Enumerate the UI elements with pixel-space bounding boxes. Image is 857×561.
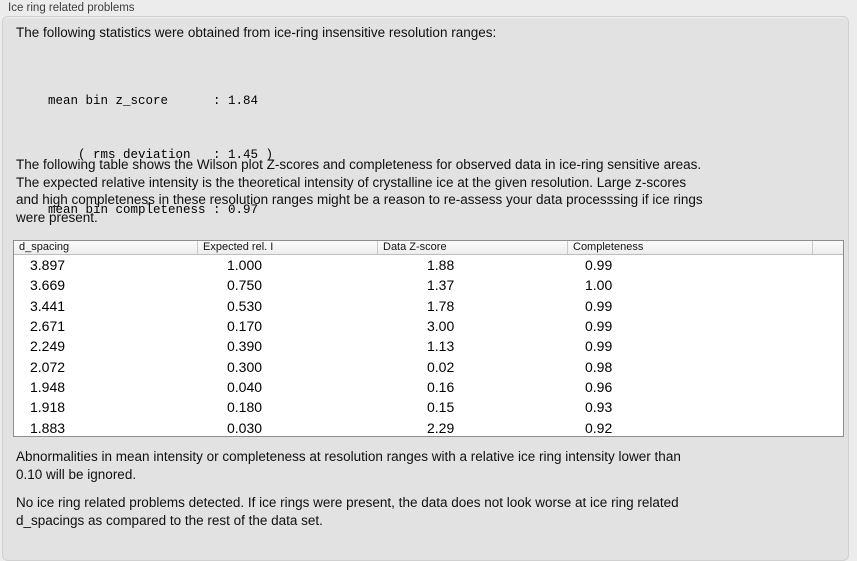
column-header-data-z-score[interactable]: Data Z-score — [378, 241, 568, 254]
text-line: The following table shows the Wilson plo… — [16, 157, 702, 172]
table-row[interactable]: 3.441 0.530 1.78 0.99 — [14, 296, 843, 316]
cell-data-z-score: 1.78 — [427, 297, 455, 314]
cell-expected-rel-i: 0.750 — [227, 277, 263, 294]
cell-data-z-score: 0.02 — [427, 358, 455, 375]
cell-d-spacing: 3.897 — [30, 257, 66, 273]
column-header-expected-rel-i[interactable]: Expected rel. I — [198, 241, 378, 254]
cell-data-z-score: 0.15 — [427, 399, 455, 416]
text-line: 0.10 will be ignored. — [16, 466, 137, 482]
cell-data-z-score: 3.00 — [427, 317, 455, 334]
table-row[interactable]: 1.948 0.040 0.16 0.96 — [14, 377, 843, 397]
text-line: were present. — [16, 209, 98, 225]
cell-d-spacing: 3.669 — [30, 277, 66, 294]
column-header-completeness[interactable]: Completeness — [568, 241, 813, 254]
intro-text: The following statistics were obtained f… — [16, 25, 497, 40]
cell-data-z-score: 1.37 — [427, 277, 455, 294]
cell-completeness: 1.00 — [585, 277, 613, 294]
cell-d-spacing: 3.441 — [30, 297, 66, 314]
cell-d-spacing: 1.948 — [30, 378, 66, 395]
cell-completeness: 0.92 — [585, 419, 613, 436]
cell-completeness: 0.98 — [585, 358, 613, 375]
ice-ring-table: d_spacing Expected rel. I Data Z-score C… — [13, 240, 844, 437]
cell-data-z-score: 1.13 — [427, 338, 455, 355]
table-row[interactable]: 3.897 1.000 1.88 0.99 — [14, 255, 843, 275]
stat-mean-bin-z-score: mean bin z_score : 1.84 — [48, 93, 259, 108]
text-line: Abnormalities in mean intensity or compl… — [16, 449, 681, 464]
table-body: 3.897 1.000 1.88 0.99 3.669 0.750 1.37 1.00 3.44… — [14, 255, 843, 438]
cell-d-spacing: 2.249 — [30, 338, 66, 355]
cell-expected-rel-i: 0.170 — [227, 317, 263, 334]
cell-completeness: 0.93 — [585, 399, 613, 416]
cell-expected-rel-i: 0.300 — [227, 358, 263, 375]
stat-z-score-rms-deviation: ( rms deviation : 1.45 ) — [48, 148, 274, 163]
cell-d-spacing: 2.072 — [30, 358, 66, 375]
conclusion-text: No ice ring related problems detected. I… — [16, 494, 679, 529]
column-header-filler — [813, 241, 843, 254]
table-row[interactable]: 2.249 0.390 1.13 0.99 — [14, 336, 843, 356]
cell-completeness: 0.99 — [585, 338, 613, 355]
cell-d-spacing: 2.671 — [30, 317, 66, 334]
cell-expected-rel-i: 0.030 — [227, 419, 263, 436]
section-title: Ice ring related problems — [8, 2, 135, 14]
text-line: No ice ring related problems detected. I… — [16, 495, 679, 510]
text-line: and high completeness in these resolutio… — [16, 192, 703, 207]
abnormality-note: Abnormalities in mean intensity or compl… — [16, 448, 681, 483]
cell-expected-rel-i: 0.180 — [227, 399, 263, 416]
cell-expected-rel-i: 1.000 — [227, 257, 263, 273]
table-row[interactable]: 2.072 0.300 0.02 0.98 — [14, 357, 843, 377]
cell-expected-rel-i: 0.530 — [227, 297, 263, 314]
table-description: The following table shows the Wilson plo… — [16, 156, 703, 226]
cell-data-z-score: 2.29 — [427, 419, 455, 436]
table-row[interactable]: 1.883 0.030 2.29 0.92 — [14, 418, 843, 438]
cell-data-z-score: 1.88 — [427, 257, 455, 273]
text-line: d_spacings as compared to the rest of th… — [16, 512, 323, 528]
cell-completeness: 0.99 — [585, 257, 613, 273]
table-header: d_spacing Expected rel. I Data Z-score C… — [14, 241, 843, 255]
cell-d-spacing: 1.918 — [30, 399, 66, 416]
cell-completeness: 0.99 — [585, 297, 613, 314]
table-row[interactable]: 3.669 0.750 1.37 1.00 — [14, 275, 843, 295]
cell-expected-rel-i: 0.040 — [227, 378, 263, 395]
cell-completeness: 0.96 — [585, 378, 613, 395]
stat-mean-bin-completeness: mean bin completeness : 0.97 — [48, 203, 259, 218]
cell-completeness: 0.99 — [585, 317, 613, 334]
table-row[interactable]: 2.671 0.170 3.00 0.99 — [14, 316, 843, 336]
table-row[interactable]: 1.918 0.180 0.15 0.93 — [14, 397, 843, 417]
cell-d-spacing: 1.883 — [30, 419, 66, 436]
cell-expected-rel-i: 0.390 — [227, 338, 263, 355]
cell-data-z-score: 0.16 — [427, 378, 455, 395]
column-header-d-spacing[interactable]: d_spacing — [14, 241, 198, 254]
text-line: The expected relative intensity is the t… — [16, 174, 687, 190]
